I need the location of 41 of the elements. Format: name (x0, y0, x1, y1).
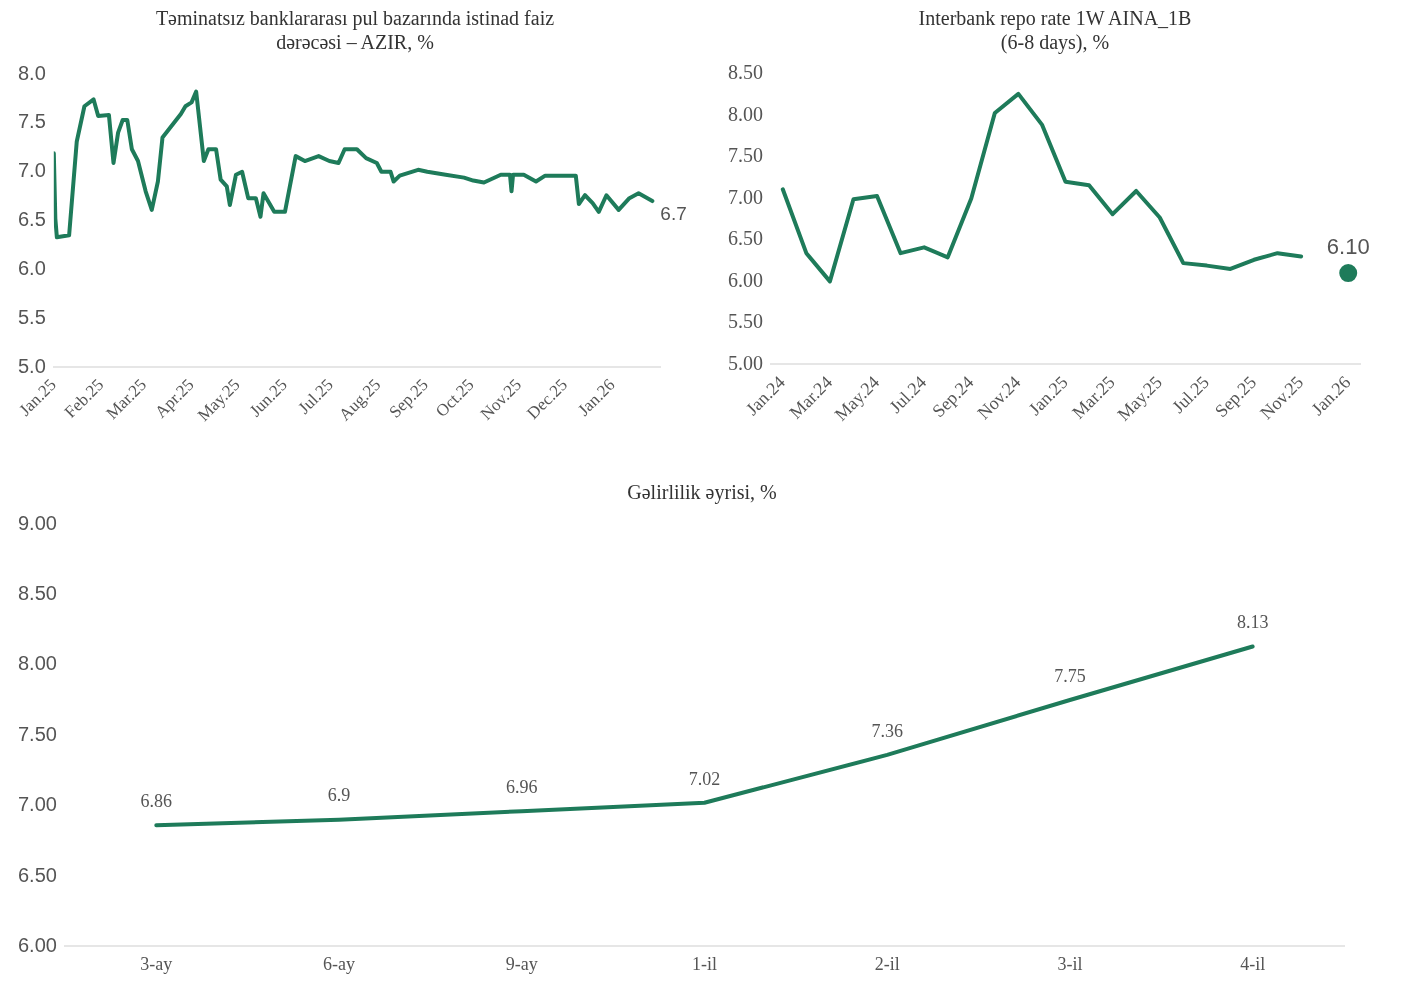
y-tick-label: 6.00 (728, 268, 763, 291)
x-tick-label: 9-ay (505, 953, 538, 974)
y-tick-label: 9.00 (17, 511, 57, 534)
y-tick-label: 7.00 (17, 793, 57, 816)
y-tick-label: 5.5 (17, 305, 46, 328)
y-tick-label: 5.0 (17, 354, 46, 377)
y-tick-label: 7.0 (17, 159, 46, 182)
data-label: 6.86 (140, 791, 173, 812)
data-label: 8.13 (1236, 612, 1269, 633)
y-tick-label: 6.5 (17, 208, 46, 231)
x-tick-label: 3-ay (140, 953, 173, 974)
data-label: 6.96 (505, 776, 538, 797)
y-tick-label: 8.00 (17, 652, 57, 675)
y-tick-label: 6.0 (17, 257, 46, 280)
y-tick-label: 7.5 (17, 110, 46, 133)
y-tick-label: 6.00 (17, 933, 57, 956)
data-label: 6.9 (327, 785, 351, 806)
chart-title: Gəlirlilik əyrisi, % (626, 480, 778, 504)
data-label: 6.10 (1326, 234, 1370, 260)
y-tick-label: 8.0 (17, 61, 46, 84)
x-tick-label: 2-il (874, 953, 900, 974)
y-tick-label: 7.50 (728, 144, 763, 167)
y-tick-label: 7.50 (17, 722, 57, 745)
y-tick-label: 8.00 (728, 102, 763, 125)
data-label: 7.02 (688, 768, 721, 789)
data-label: 6.7 (660, 202, 687, 224)
data-label: 7.75 (1054, 665, 1086, 686)
x-tick-label: 3-il (1057, 953, 1083, 974)
chart-title: Təminatsız banklararası pul bazarında istinad faiz dərəcəsi – AZIR, % (154, 6, 556, 54)
x-tick-label: 4-il (1240, 953, 1266, 974)
chart-title: Interbank repo rate 1W AINA_1B (6-8 days), % (917, 6, 1193, 54)
y-tick-label: 6.50 (728, 227, 763, 250)
y-tick-label: 7.00 (728, 185, 763, 208)
y-tick-label: 5.50 (728, 310, 763, 333)
y-tick-label: 6.50 (17, 863, 57, 886)
y-tick-label: 8.50 (17, 581, 57, 604)
y-tick-label: 8.50 (728, 61, 763, 84)
data-label: 7.36 (871, 720, 903, 741)
x-tick-label: 6-ay (323, 953, 356, 974)
y-tick-label: 5.00 (728, 351, 763, 374)
x-tick-label: 1-il (691, 953, 717, 974)
